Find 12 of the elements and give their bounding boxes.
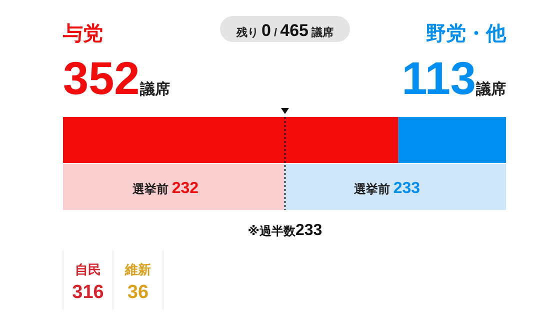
data-label: 113議席 — [402, 52, 506, 104]
ref-line-label: ※過半数233 — [248, 222, 322, 239]
category-label: 維新 — [124, 262, 151, 277]
text: 与党 — [62, 23, 103, 45]
data-label: 選挙前 233 — [352, 180, 420, 197]
data-label: 352議席 — [63, 52, 170, 104]
data-label: 316 — [72, 282, 104, 303]
text: 野党・他 — [426, 23, 507, 45]
category-label: 自民 — [75, 262, 101, 277]
data-label: 選挙前 232 — [131, 180, 199, 197]
data-label: 36 — [127, 282, 149, 303]
text: 残り 0 / 465 議席 — [235, 21, 334, 40]
